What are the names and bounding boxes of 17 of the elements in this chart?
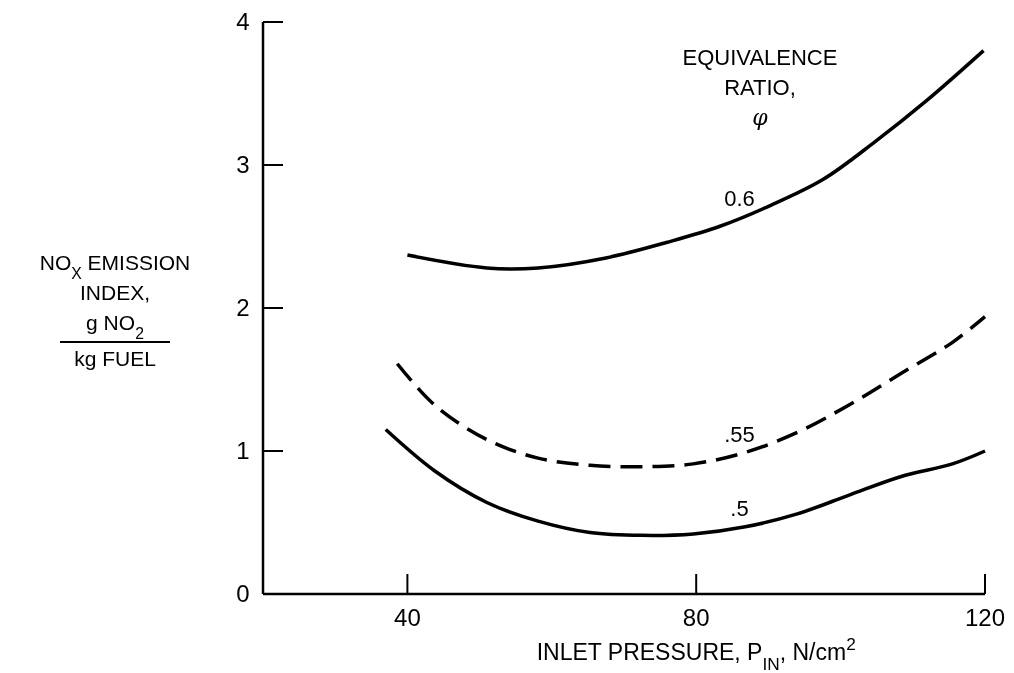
y-axis-title: NO$_{X}$ EMISSION INDEX, g NO$_{2}$ kg FUEL: [39, 251, 191, 370]
line-series: [405, 48, 986, 271]
line-series: [383, 427, 987, 538]
line-series: [395, 314, 987, 469]
y-tick-label: 4: [236, 8, 250, 35]
y-tick-label: 0: [236, 580, 250, 607]
y-tick-label: 1: [236, 437, 250, 464]
x-tick-label: 80: [682, 604, 710, 631]
x-tick-label: 40: [394, 604, 421, 631]
y-tick-label: 2: [236, 294, 250, 321]
x-axis-title: INLET PRESSURE, P$_{IN}$, N/cm$^{2}$: [536, 634, 856, 673]
y-tick-label: 3: [236, 151, 250, 178]
legend-title: EQUIVALENCE RATIO, φ: [682, 45, 838, 130]
series-label: .55: [724, 421, 755, 447]
series-label: 0.6: [724, 186, 755, 212]
x-tick-label: 120: [964, 604, 1006, 631]
series-label: .5: [730, 495, 749, 521]
